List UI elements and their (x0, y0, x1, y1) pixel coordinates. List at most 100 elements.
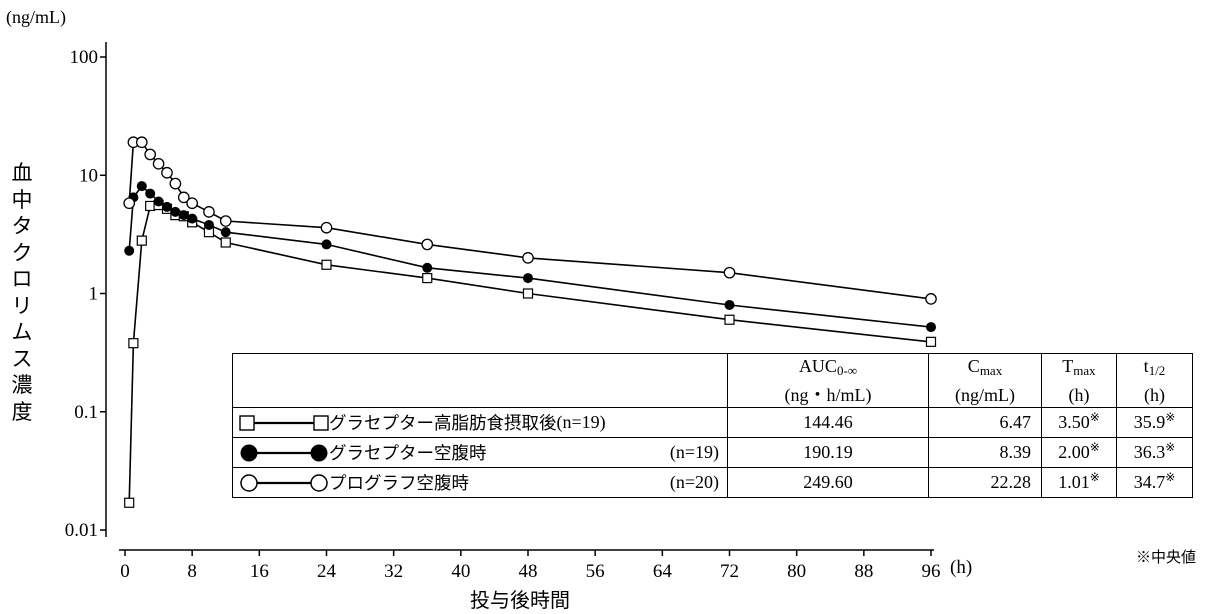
y-tick-label: 100 (70, 47, 99, 68)
auc-value: 249.60 (727, 467, 929, 498)
footnote-median: ※中央値 (1136, 548, 1197, 566)
data-point-open-square (220, 237, 231, 248)
x-axis-unit: (h) (950, 557, 973, 578)
header-thalf-unit: (h) (1144, 385, 1165, 405)
data-point-open-circle (123, 197, 136, 210)
x-tick-label: 48 (519, 561, 538, 582)
y-axis-label-char: 度 (11, 399, 33, 424)
series-markers (123, 136, 937, 508)
data-point-filled-circle (124, 245, 135, 256)
table-row: グラセプター高脂肪食摂取後 (n=19) 144.46 6.47 3.50※ 35… (232, 407, 1193, 438)
data-point-open-circle (723, 266, 736, 279)
pk-parameters-table: AUC0-∞ (ng・h/mL) Cmax (ng/mL) Tmax (h) t… (232, 353, 1193, 498)
y-axis-label-char: ス (11, 346, 33, 371)
data-point-open-square (522, 288, 534, 299)
data-point-filled-circle (724, 299, 735, 310)
thalf-value: 36.3 (1133, 442, 1166, 462)
header-cmax-unit: (ng/mL) (955, 385, 1015, 405)
data-point-open-circle (161, 166, 173, 179)
header-tmax-unit: (h) (1068, 385, 1090, 405)
data-point-filled-circle (178, 210, 189, 221)
y-axis-label-char: ク (11, 240, 33, 265)
series-n: (n=19) (669, 442, 719, 462)
legend-cell: グラセプター空腹時 (n=19) (232, 437, 728, 468)
data-point-open-square (145, 200, 156, 212)
x-tick-label: 32 (384, 561, 403, 582)
y-axis-label-char: リ (11, 293, 33, 318)
tmax-value: 1.01 (1058, 472, 1090, 492)
data-point-open-circle (186, 197, 199, 210)
data-point-open-square (724, 314, 735, 325)
auc-value: 190.19 (727, 437, 929, 468)
table-header-blank (232, 353, 728, 408)
x-tick-label: 56 (586, 561, 605, 582)
y-axis-label: 血中タクロリムス濃度 (8, 160, 36, 425)
y-axis-unit: (ng/mL) (6, 7, 66, 27)
y-tick-label: 0.01 (65, 520, 98, 541)
median-mark: ※ (1089, 410, 1100, 424)
data-point-open-circle (421, 238, 434, 251)
data-point-filled-circle (422, 262, 433, 273)
series-n: (n=20) (669, 472, 719, 492)
x-tick-label: 8 (187, 561, 197, 582)
y-axis-label-char: ム (11, 320, 33, 344)
legend-cell: グラセプター高脂肪食摂取後 (n=19) (232, 407, 728, 438)
thalf-cell: 34.7※ (1116, 467, 1193, 498)
y-tick-label: 10 (79, 165, 98, 186)
median-mark: ※ (1165, 410, 1176, 424)
x-tick-label: 40 (451, 561, 470, 582)
y-axis-label-char: 中 (11, 187, 33, 212)
series-label: プログラフ空腹時 (329, 474, 469, 494)
data-point-filled-circle (161, 201, 172, 212)
data-point-filled-circle (523, 273, 533, 284)
tmax-value: 2.00 (1058, 442, 1090, 462)
open-square-legend-icon (239, 414, 329, 431)
median-mark: ※ (1089, 470, 1100, 484)
x-tick-label: 16 (250, 561, 269, 582)
data-point-open-square (925, 336, 937, 347)
header-thalf-main: t (1143, 356, 1149, 376)
data-point-filled-circle (203, 219, 214, 230)
x-axis-label: 投与後時間 (470, 588, 570, 612)
data-point-filled-circle (145, 188, 156, 199)
header-cmax-sub: max (979, 363, 1003, 378)
data-point-open-circle (169, 177, 182, 190)
thalf-cell: 35.9※ (1116, 407, 1193, 438)
data-point-filled-circle (321, 239, 332, 250)
table-row: グラセプター空腹時 (n=19) 190.19 8.39 2.00※ 36.3※ (232, 437, 1193, 468)
x-tick-label: 80 (787, 561, 806, 582)
x-tick-label: 88 (854, 561, 873, 582)
data-point-open-circle (219, 215, 232, 227)
x-tick-label: 64 (653, 561, 673, 582)
tmax-cell: 3.50※ (1041, 407, 1117, 438)
tmax-value: 3.50 (1058, 412, 1090, 432)
header-cmax-main: C (967, 356, 980, 376)
table-row: プログラフ空腹時 (n=20) 249.60 22.28 1.01※ 34.7※ (232, 467, 1193, 498)
header-cmax: Cmax (ng/mL) (928, 353, 1042, 408)
data-point-filled-circle (220, 227, 231, 238)
data-point-open-circle (320, 221, 333, 234)
median-mark: ※ (1165, 470, 1176, 484)
median-mark: ※ (1165, 440, 1176, 454)
data-point-filled-circle (136, 181, 147, 192)
data-point-filled-circle (187, 213, 198, 224)
cmax-value: 8.39 (928, 437, 1042, 468)
x-tick-label: 24 (317, 561, 337, 582)
thalf-value: 34.7 (1133, 472, 1166, 492)
data-point-open-circle (203, 206, 215, 218)
thalf-value: 35.9 (1133, 412, 1166, 432)
data-point-open-square (128, 338, 139, 349)
table-header-row: AUC0-∞ (ng・h/mL) Cmax (ng/mL) Tmax (h) t… (232, 353, 1193, 408)
thalf-cell: 36.3※ (1116, 437, 1193, 468)
header-thalf-sub: 1/2 (1148, 363, 1166, 378)
data-point-open-square (422, 272, 433, 284)
y-axis-label-char: タ (11, 214, 33, 238)
data-point-open-circle (144, 148, 157, 161)
series-label: グラセプター空腹時 (329, 444, 487, 464)
median-mark: ※ (1089, 440, 1100, 454)
tmax-cell: 1.01※ (1041, 467, 1117, 498)
cmax-value: 22.28 (928, 467, 1042, 498)
series-n: (n=19) (556, 412, 606, 432)
header-auc-main: AUC (798, 356, 837, 376)
